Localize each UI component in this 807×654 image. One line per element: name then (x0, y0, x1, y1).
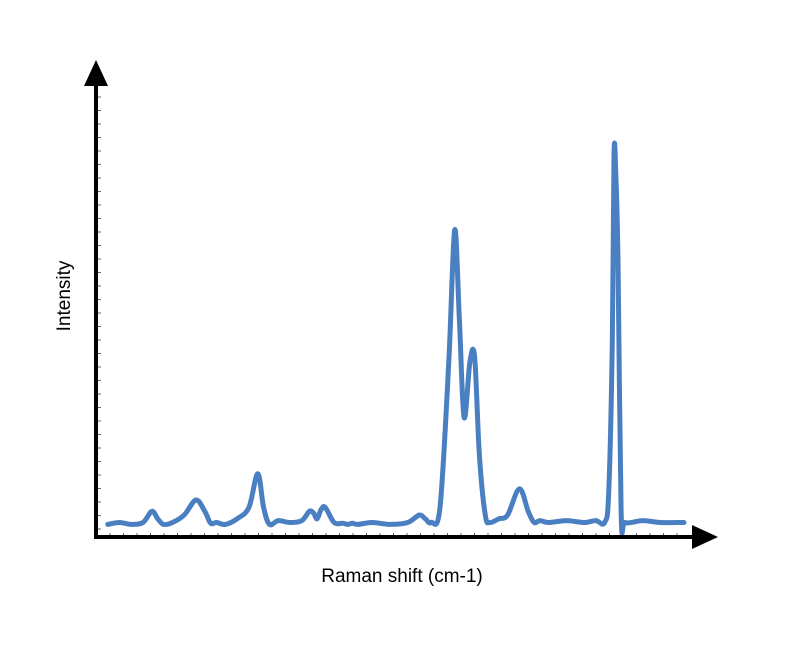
y-axis-label: Intensity (54, 260, 75, 331)
spectrum-line (105, 140, 687, 536)
y-axis-arrowhead (84, 60, 108, 86)
x-axis-label: Raman shift (cm-1) (321, 566, 483, 587)
x-axis-arrowhead (692, 525, 718, 549)
